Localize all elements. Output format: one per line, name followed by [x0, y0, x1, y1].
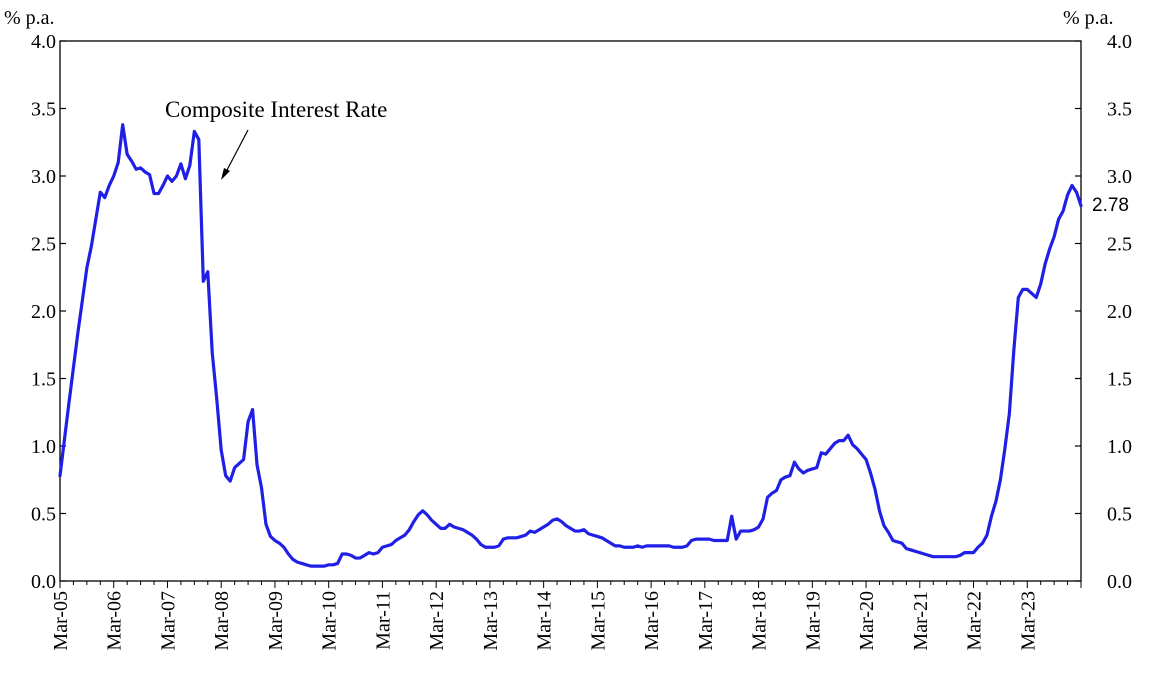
- x-tick-label: Mar-09: [265, 591, 287, 651]
- x-tick-label: Mar-19: [802, 591, 824, 651]
- y-tick-label-right: 4.0: [1107, 31, 1132, 53]
- x-tick-label: Mar-10: [319, 591, 341, 651]
- x-tick-label: Mar-21: [910, 591, 932, 651]
- x-tick-label: Mar-12: [426, 591, 448, 651]
- x-tick-label: Mar-22: [964, 591, 986, 651]
- x-tick-label: Mar-16: [641, 591, 663, 651]
- y-tick-label-right: 3.5: [1107, 99, 1132, 121]
- composite-interest-rate-line: [58, 123, 1083, 568]
- y-tick-label-right: 2.0: [1107, 301, 1132, 323]
- end-value-label: 2.78: [1092, 195, 1129, 216]
- y-tick-label-left: 0.5: [31, 504, 56, 526]
- y-tick-label-right: 0.0: [1107, 571, 1132, 593]
- x-tick-label: Mar-20: [856, 591, 878, 651]
- x-tick-label: Mar-08: [211, 591, 233, 651]
- x-tick-label: Mar-13: [480, 591, 502, 651]
- series-annotation: Composite Interest Rate: [165, 97, 387, 122]
- x-tick-label: Mar-17: [695, 591, 717, 651]
- plot-frame: [59, 40, 1082, 582]
- x-tick-label: Mar-15: [587, 591, 609, 651]
- x-tick-label: Mar-05: [50, 591, 72, 651]
- y-tick-label-right: 2.5: [1107, 234, 1132, 256]
- right-y-axis: 0.0 0.5 1.0 1.5 2.0 2.5 3.0 3.5 4.0: [1075, 31, 1132, 593]
- y-tick-label-right: 1.0: [1107, 436, 1132, 458]
- x-tick-label: Mar-07: [157, 591, 179, 651]
- x-tick-label: Mar-14: [534, 591, 556, 651]
- chart-axes: [59, 40, 1082, 582]
- y-tick-label-right: 0.5: [1107, 504, 1132, 526]
- y-tick-label-left: 0.0: [31, 571, 56, 593]
- y-tick-label-left: 2.5: [31, 234, 56, 256]
- y-tick-label-left: 1.5: [31, 369, 56, 391]
- right-unit-label: % p.a.: [1063, 7, 1114, 29]
- y-tick-label-left: 4.0: [31, 31, 56, 53]
- x-tick-label: Mar-06: [104, 591, 126, 651]
- annotation-arrow: [221, 129, 249, 180]
- y-tick-label-left: 2.0: [31, 301, 56, 323]
- x-axis: Mar-05 Mar-06 Mar-07 Mar-08 Mar-09 Mar-10 Mar-…: [50, 581, 1082, 651]
- y-tick-label-right: 3.0: [1107, 166, 1132, 188]
- y-tick-label-right: 1.5: [1107, 369, 1132, 391]
- x-tick-label: Mar-11: [372, 591, 394, 650]
- left-y-axis: 0.0 0.5 1.0 1.5 2.0 2.5 3.0 3.5 4.0: [31, 31, 66, 593]
- y-tick-label-left: 1.0: [31, 436, 56, 458]
- left-unit-label: % p.a.: [4, 7, 55, 29]
- x-tick-label: Mar-18: [749, 591, 771, 651]
- y-tick-label-left: 3.0: [31, 166, 56, 188]
- y-tick-label-left: 3.5: [31, 99, 56, 121]
- x-tick-label: Mar-23: [1017, 591, 1039, 651]
